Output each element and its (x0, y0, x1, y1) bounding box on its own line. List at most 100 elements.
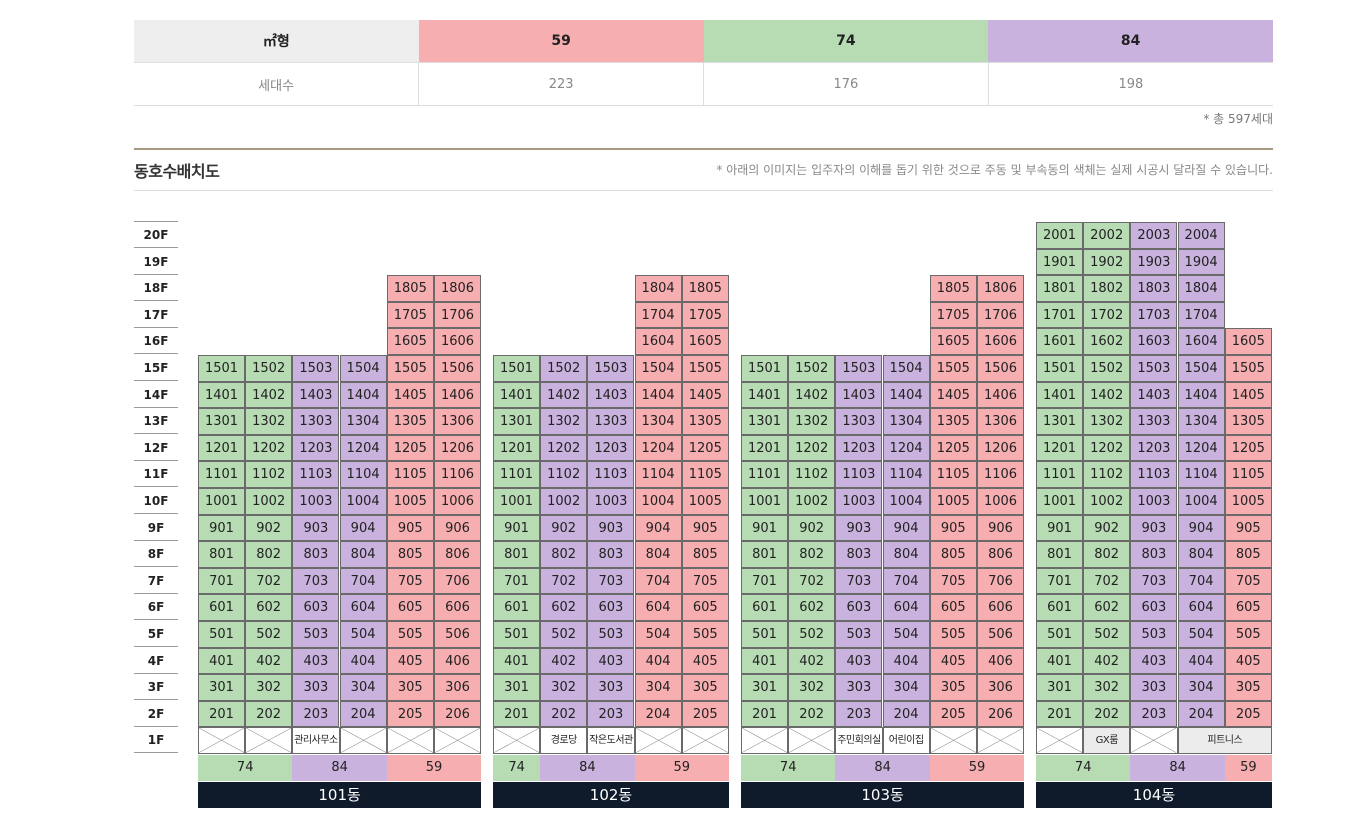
unit-cell: 1606 (434, 328, 481, 355)
unit-cell: 602 (245, 594, 293, 621)
unit-cell: 1406 (977, 381, 1024, 409)
unit-cell: 706 (977, 567, 1024, 595)
unit-cell: 1103 (587, 461, 635, 488)
unit-cell: 1405 (929, 381, 977, 409)
unit-cell: 1901 (1036, 248, 1083, 276)
unit-cell: 1503 (1130, 355, 1178, 382)
unit-cell: 1303 (835, 408, 883, 435)
floor-label: 13F (134, 408, 178, 435)
unit-cell: 1704 (634, 301, 682, 329)
floor-label: 3F (134, 674, 178, 701)
unit-cell: 1506 (977, 355, 1024, 382)
unit-cell: 604 (882, 594, 930, 621)
unit-cell: 1605 (1224, 328, 1272, 355)
unit-cell: 301 (493, 674, 540, 701)
unit-cell: 603 (292, 594, 340, 621)
piloti-cell (198, 727, 246, 754)
unit-cell: 1104 (634, 461, 682, 488)
unit-cell: 801 (493, 541, 540, 568)
unit-cell: 1402 (788, 381, 836, 409)
unit-cell: 905 (929, 514, 977, 542)
type-label: 74 (493, 755, 541, 781)
unit-cell: 1104 (882, 461, 930, 488)
unit-cell: 601 (493, 594, 540, 621)
unit-cell: 906 (977, 514, 1024, 542)
unit-cell: 1704 (1177, 301, 1225, 329)
unit-cell: 405 (681, 647, 729, 675)
piloti-cell (386, 727, 434, 754)
unit-cell: 1003 (835, 488, 883, 515)
unit-cell: 1305 (1224, 408, 1272, 435)
unit-cell: 502 (788, 621, 836, 648)
unit-cell: 1601 (1036, 328, 1083, 355)
facility-cell: 어린이집 (882, 727, 930, 754)
unit-cell: 504 (1177, 621, 1225, 648)
unit-cell: 1604 (1177, 328, 1225, 355)
unit-cell: 1604 (634, 328, 682, 355)
unit-cell: 1001 (198, 488, 245, 515)
unit-cell: 1706 (434, 301, 481, 329)
type-label: 59 (1224, 755, 1272, 781)
unit-cell: 504 (882, 621, 930, 648)
unit-cell: 204 (882, 700, 930, 728)
unit-cell: 403 (1130, 647, 1178, 675)
unit-cell: 701 (198, 567, 245, 595)
unit-cell: 501 (741, 621, 788, 648)
unit-cell: 1504 (1177, 355, 1225, 382)
facility-cell: 작은도서관 (587, 727, 635, 754)
unit-cell: 1204 (634, 434, 682, 462)
building-name: 101동 (198, 781, 482, 808)
unit-cell: 504 (339, 621, 387, 648)
unit-cell: 402 (788, 647, 836, 675)
piloti-cell (245, 727, 293, 754)
unit-cell: 301 (198, 674, 245, 701)
unit-cell: 1003 (1130, 488, 1178, 515)
unit-cell: 901 (741, 514, 788, 542)
unit-cell: 501 (1036, 621, 1083, 648)
unit-cell: 1505 (1224, 355, 1272, 382)
unit-cell: 1303 (587, 408, 635, 435)
unit-cell: 1701 (1036, 301, 1083, 329)
unit-cell: 505 (681, 621, 729, 648)
type-label: 84 (1130, 755, 1225, 781)
unit-cell: 505 (386, 621, 434, 648)
unit-cell: 804 (1177, 541, 1225, 568)
unit-cell: 803 (587, 541, 635, 568)
unit-cell: 1101 (493, 461, 540, 488)
unit-cell: 1204 (1177, 434, 1225, 462)
unit-cell: 306 (434, 674, 481, 701)
section-note: * 아래의 이미지는 입주자의 이해를 돕기 위한 것으로 주동 및 부속동의 … (716, 163, 1273, 177)
unit-cell: 1506 (434, 355, 481, 382)
unit-cell: 902 (1083, 514, 1131, 542)
floor-label: 9F (134, 515, 178, 541)
unit-cell: 302 (788, 674, 836, 701)
unit-cell: 804 (339, 541, 387, 568)
unit-cell: 1301 (198, 408, 245, 435)
unit-cell: 1203 (1130, 434, 1178, 462)
unit-cell: 802 (540, 541, 588, 568)
unit-cell: 1402 (245, 381, 293, 409)
unit-cell: 1502 (1083, 355, 1131, 382)
unit-cell: 702 (1083, 567, 1131, 595)
unit-cell: 202 (245, 700, 293, 728)
unit-cell: 1004 (1177, 488, 1225, 515)
unit-cell: 302 (245, 674, 293, 701)
unit-cell: 503 (587, 621, 635, 648)
unit-cell: 603 (1130, 594, 1178, 621)
unit-cell: 1404 (339, 381, 387, 409)
unit-cell: 1206 (434, 434, 481, 462)
unit-cell: 1001 (1036, 488, 1083, 515)
unit-cell: 1705 (386, 301, 434, 329)
unit-cell: 203 (587, 700, 635, 728)
unit-cell: 803 (835, 541, 883, 568)
facility-cell: 피트니스 (1177, 727, 1272, 754)
unit-cell: 206 (977, 700, 1024, 728)
unit-cell: 1101 (741, 461, 788, 488)
unit-cell: 1205 (681, 434, 729, 462)
unit-cell: 1402 (1083, 381, 1131, 409)
unit-cell: 506 (434, 621, 481, 648)
unit-cell: 504 (634, 621, 682, 648)
unit-cell: 1805 (386, 275, 434, 302)
unit-cell: 1206 (977, 434, 1024, 462)
unit-cell: 705 (386, 567, 434, 595)
